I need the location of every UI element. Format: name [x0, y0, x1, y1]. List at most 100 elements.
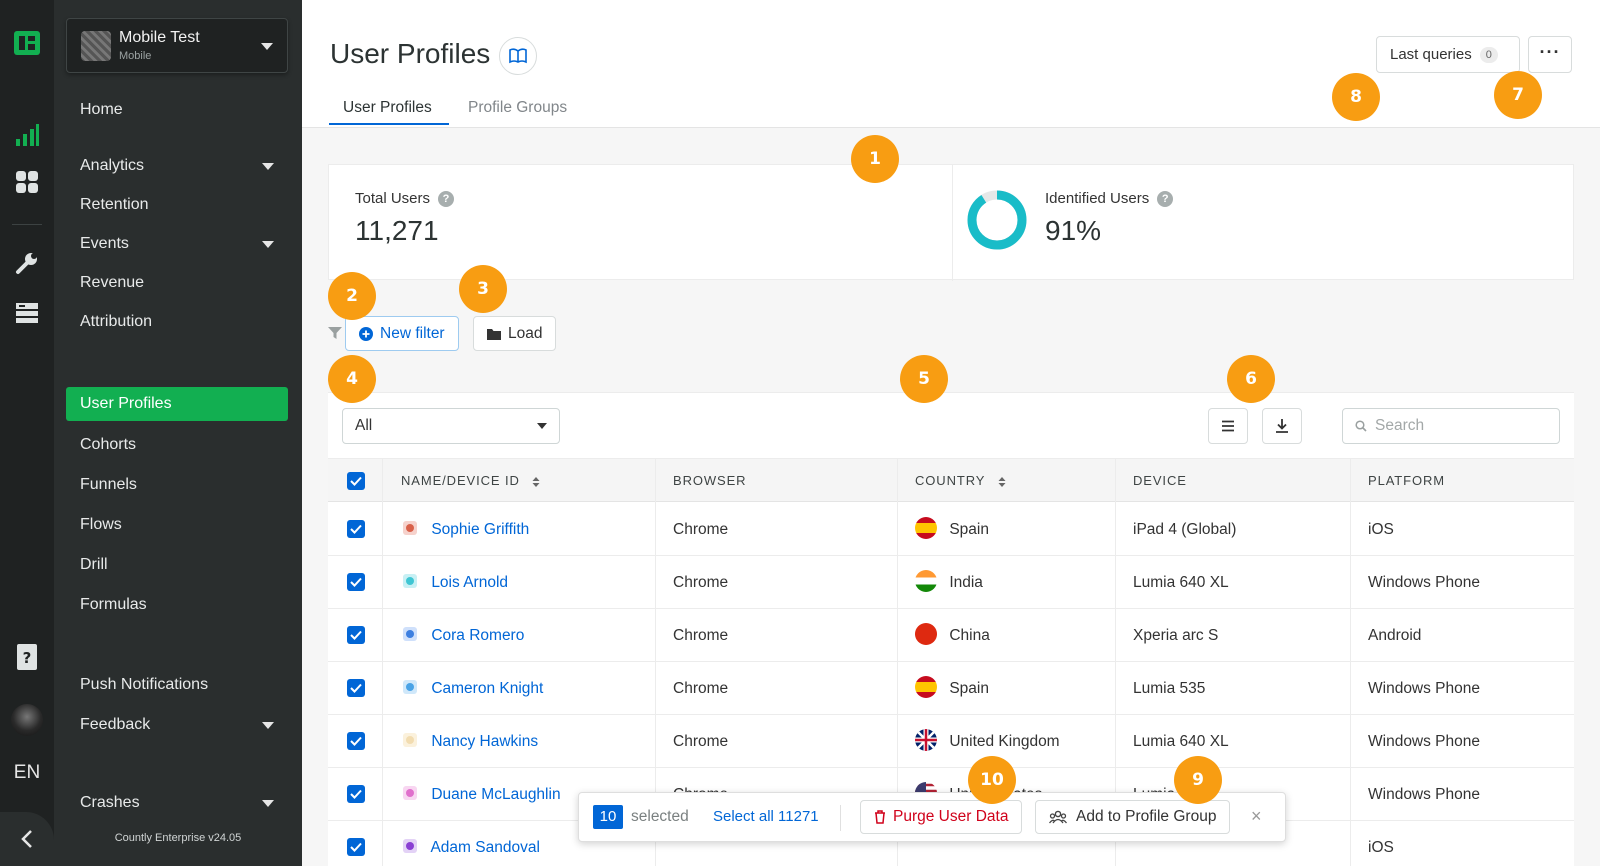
user-identicon-icon — [403, 732, 417, 747]
column-header-device[interactable]: DEVICE — [1133, 473, 1187, 488]
database-icon[interactable] — [12, 298, 42, 328]
active-tab-indicator — [329, 123, 449, 125]
new-filter-button[interactable]: New filter — [345, 316, 459, 351]
rail-divider — [12, 224, 42, 225]
table-row[interactable]: Sophie Griffith Chrome Spain iPad 4 (Glo… — [328, 503, 1574, 556]
selected-count-badge: 10 — [593, 805, 623, 829]
user-avatar[interactable] — [11, 704, 43, 736]
sidebar-item-analytics[interactable]: Analytics — [66, 149, 288, 183]
export-button[interactable] — [1262, 408, 1302, 444]
row-checkbox[interactable] — [347, 785, 365, 803]
help-icon[interactable]: ? — [438, 190, 455, 207]
table-row[interactable]: Cora Romero Chrome China Xperia arc S An… — [328, 609, 1574, 662]
close-icon[interactable]: × — [1251, 806, 1262, 826]
tab-profile-groups[interactable]: Profile Groups — [468, 99, 568, 116]
sidebar-item-formulas[interactable]: Formulas — [80, 596, 147, 613]
user-name-link[interactable]: Duane McLaughlin — [401, 768, 561, 821]
sidebar-item-user-profiles[interactable]: User Profiles — [66, 387, 288, 421]
stats-card: Total Users ? 11,271 Identified Users ? … — [328, 164, 1574, 281]
help-icon[interactable]: ? — [1157, 190, 1174, 207]
last-queries-button[interactable]: Last queries 0 — [1376, 36, 1520, 73]
countly-logo-icon[interactable] — [12, 28, 42, 58]
add-to-profile-group-button[interactable]: Add to Profile Group — [1035, 800, 1231, 834]
user-name-link[interactable]: Sophie Griffith — [401, 503, 529, 556]
user-identicon-icon — [403, 520, 417, 535]
row-checkbox[interactable] — [347, 626, 365, 644]
country-cell: Spain — [915, 503, 989, 556]
column-header-browser[interactable]: BROWSER — [673, 473, 747, 488]
india-flag-icon — [915, 569, 937, 592]
device-cell: Lumia 535 — [1133, 680, 1206, 697]
device-cell: Lumia 640 XL — [1133, 574, 1229, 591]
annotation-badge: 7 — [1494, 71, 1542, 119]
annotation-badge: 1 — [851, 135, 899, 183]
table-search[interactable] — [1342, 408, 1560, 444]
user-table-card: All NAME/DEVICE ID BROWSER COUNTRY — [328, 392, 1574, 866]
segment-select[interactable]: All — [342, 408, 560, 444]
chevron-down-icon — [262, 722, 274, 729]
app-version: Countly Enterprise v24.05 — [114, 832, 242, 844]
sidebar-item-push-notifications[interactable]: Push Notifications — [80, 676, 209, 693]
wrench-icon[interactable] — [12, 248, 42, 278]
sidebar-item-events[interactable]: Events — [66, 227, 288, 261]
browser-cell: Chrome — [673, 680, 729, 697]
select-all-checkbox[interactable] — [347, 472, 365, 490]
app-selector[interactable]: Mobile Test Mobile — [66, 18, 288, 73]
table-row[interactable]: Nancy Hawkins Chrome United Kingdom Lumi… — [328, 715, 1574, 768]
svg-text:?: ? — [23, 649, 32, 667]
spain-flag-icon — [915, 675, 937, 698]
language-switcher[interactable]: EN — [13, 762, 41, 783]
purge-user-data-button[interactable]: Purge User Data — [860, 800, 1023, 834]
sidebar-item-revenue[interactable]: Revenue — [80, 274, 145, 291]
row-checkbox[interactable] — [347, 679, 365, 697]
row-checkbox[interactable] — [347, 838, 365, 856]
row-checkbox[interactable] — [347, 732, 365, 750]
column-header-platform[interactable]: PLATFORM — [1368, 473, 1446, 488]
funnel-filter-icon — [328, 327, 342, 339]
column-divider — [897, 458, 898, 866]
documentation-button[interactable] — [499, 37, 537, 75]
sidebar-item-attribution[interactable]: Attribution — [80, 313, 153, 330]
help-doc-icon[interactable]: ? — [12, 642, 42, 672]
search-input[interactable] — [1375, 417, 1545, 435]
select-all-link[interactable]: Select all 11271 — [713, 808, 819, 825]
bulk-action-bar: 10 selected Select all 11271 Purge User … — [578, 792, 1286, 842]
checkmark-icon — [350, 736, 362, 746]
user-name-link[interactable]: Cora Romero — [401, 609, 524, 662]
dashboard-grid-icon[interactable] — [12, 167, 42, 197]
row-checkbox[interactable] — [347, 573, 365, 591]
table-row[interactable]: Lois Arnold Chrome India Lumia 640 XL Wi… — [328, 556, 1574, 609]
table-row[interactable]: Adam Sandoval iOS — [328, 821, 1574, 866]
user-name-link[interactable]: Nancy Hawkins — [401, 715, 538, 768]
sidebar: Mobile Test Mobile Home Analytics Retent… — [54, 0, 302, 866]
table-row[interactable]: Cameron Knight Chrome Spain Lumia 535 Wi… — [328, 662, 1574, 715]
sidebar-item-home[interactable]: Home — [80, 101, 123, 118]
group-icon — [1049, 810, 1067, 824]
user-name-link[interactable]: Adam Sandoval — [401, 821, 540, 866]
sidebar-item-feedback[interactable]: Feedback — [66, 708, 288, 742]
sidebar-item-drill[interactable]: Drill — [80, 556, 108, 573]
column-header-name[interactable]: NAME/DEVICE ID — [401, 459, 540, 503]
more-options-button[interactable]: ··· — [1528, 36, 1572, 73]
column-settings-button[interactable] — [1208, 408, 1248, 444]
trash-icon — [875, 810, 885, 824]
sidebar-item-retention[interactable]: Retention — [80, 196, 149, 213]
user-name-link[interactable]: Cameron Knight — [401, 662, 543, 715]
column-header-country[interactable]: COUNTRY — [915, 459, 1006, 503]
sidebar-item-funnels[interactable]: Funnels — [80, 476, 137, 493]
row-checkbox[interactable] — [347, 520, 365, 538]
user-name-link[interactable]: Lois Arnold — [401, 556, 508, 609]
chevron-down-icon — [261, 43, 273, 50]
sidebar-item-crashes[interactable]: Crashes — [66, 786, 288, 820]
chevron-left-icon — [21, 830, 32, 848]
analytics-bars-icon[interactable] — [12, 120, 42, 150]
spain-flag-icon — [915, 516, 937, 539]
collapse-sidebar-button[interactable] — [0, 812, 54, 866]
tab-user-profiles[interactable]: User Profiles — [343, 99, 432, 116]
chevron-down-icon — [537, 423, 547, 429]
load-filter-button[interactable]: Load — [473, 316, 557, 351]
sidebar-item-flows[interactable]: Flows — [80, 516, 122, 533]
last-queries-count: 0 — [1479, 46, 1498, 63]
sidebar-item-cohorts[interactable]: Cohorts — [80, 436, 137, 453]
checkmark-icon — [350, 630, 362, 640]
